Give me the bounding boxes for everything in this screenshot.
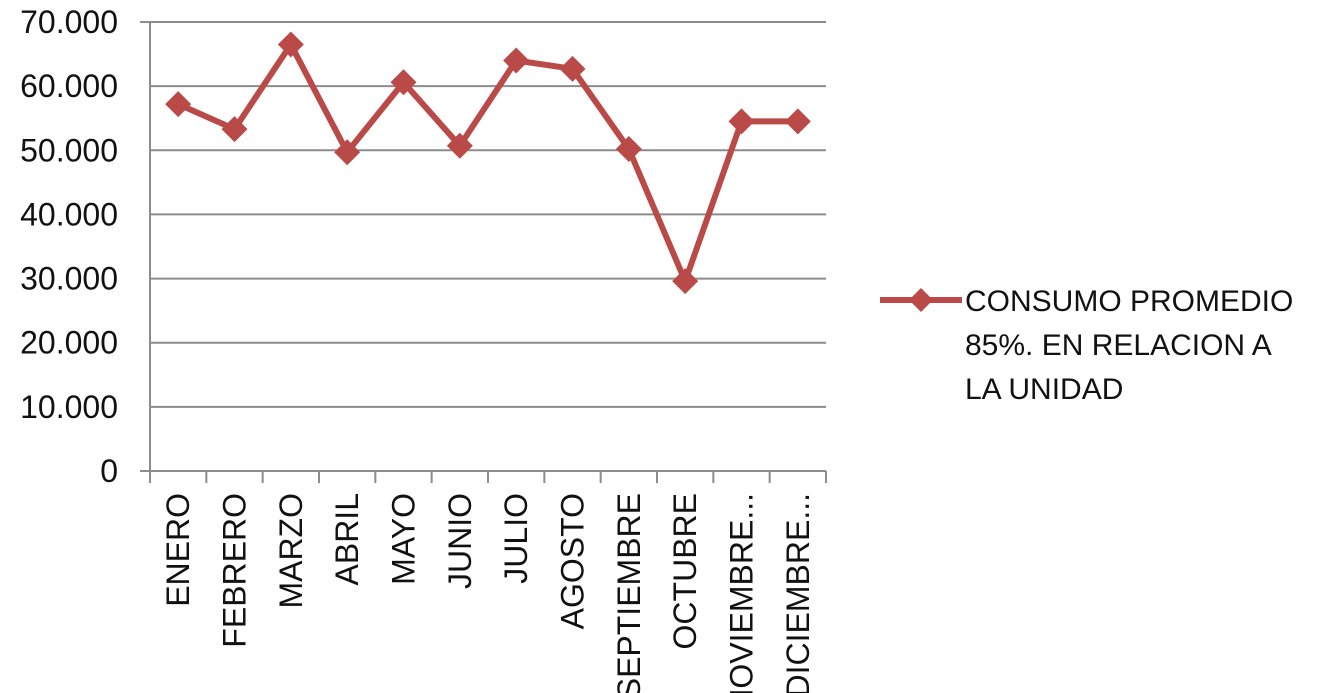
x-tick-label: DICIEMBRE... [780, 493, 816, 693]
y-tick-label: 50.000 [20, 132, 118, 168]
y-tick-labels: 0 10.000 20.000 30.000 40.000 50.000 60.000 70.… [20, 4, 118, 489]
y-tick-label: 30.000 [20, 261, 118, 297]
gridlines [150, 21, 826, 408]
x-tick-label: NOVIEMBRE... [724, 493, 760, 693]
x-tick-labels: ENERO FEBRERO MARZO ABRIL MAYO JUNIO JULIO AGOS… [160, 493, 816, 693]
x-tick-label: OCTUBRE [667, 493, 703, 649]
data-point-marker [559, 55, 586, 82]
y-tick-label: 0 [100, 453, 118, 489]
data-point-marker [672, 268, 699, 295]
x-tick-label: MAYO [386, 493, 422, 585]
y-tick-label: 10.000 [20, 389, 118, 425]
x-tick-label: FEBRERO [217, 493, 253, 648]
x-tick-label: JULIO [498, 493, 534, 584]
legend-label: LA UNIDAD [965, 373, 1123, 406]
legend-label: 85%. EN RELACION A [965, 329, 1272, 362]
y-tick-label: 60.000 [20, 68, 118, 104]
axes [140, 21, 827, 483]
data-point-marker [784, 108, 811, 135]
x-tick-label: SEPTIEMBRE [611, 493, 647, 693]
x-tick-label: JUNIO [442, 493, 478, 589]
legend: CONSUMO PROMEDIO 85%. EN RELACION A LA UNI… [880, 285, 1293, 406]
y-tick-label: 40.000 [20, 196, 118, 232]
y-tick-label: 20.000 [20, 325, 118, 361]
x-tick-label: MARZO [273, 493, 309, 609]
legend-label: CONSUMO PROMEDIO [965, 285, 1293, 318]
y-tick-label: 70.000 [20, 4, 118, 40]
data-point-marker [503, 47, 530, 74]
data-point-marker [334, 139, 361, 166]
x-tick-label: ENERO [160, 493, 196, 607]
data-point-marker [277, 31, 304, 58]
series-line [176, 41, 798, 285]
data-point-marker [165, 91, 192, 118]
data-point-marker [728, 108, 755, 135]
data-point-marker [221, 116, 248, 143]
data-point-marker [446, 132, 473, 159]
x-tick-label: AGOSTO [555, 493, 591, 629]
data-point-marker [390, 69, 417, 96]
legend-marker [909, 288, 933, 312]
data-point-marker [615, 136, 642, 163]
x-tick-label: ABRIL [329, 493, 365, 585]
series-layer [165, 31, 811, 295]
